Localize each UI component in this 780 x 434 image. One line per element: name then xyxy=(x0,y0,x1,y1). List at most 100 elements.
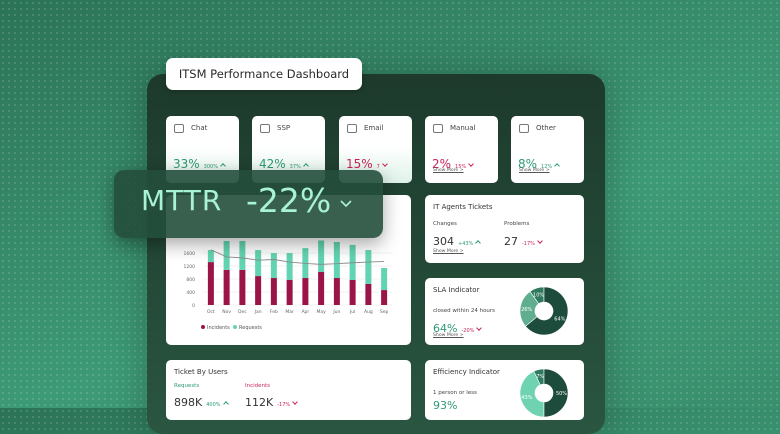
x-tick-label: Oct xyxy=(207,309,215,315)
channel-label: Other xyxy=(536,124,556,132)
x-tick-label: Aug xyxy=(364,309,373,315)
bar-segment xyxy=(207,250,214,263)
value: 2% xyxy=(432,157,452,171)
show-more[interactable]: Show More > xyxy=(433,168,464,173)
show-more[interactable]: Show More > xyxy=(433,249,464,254)
channel-icon xyxy=(260,124,270,133)
bar-segment xyxy=(365,250,372,284)
chevron-icon xyxy=(340,200,352,208)
trend-arrow xyxy=(554,163,561,169)
y-tick-label: 400 xyxy=(186,290,195,296)
value: 93% xyxy=(433,399,458,412)
item-label: Changes xyxy=(433,221,457,227)
bar-segment xyxy=(286,253,293,280)
y-tick-label: 1200 xyxy=(184,264,196,270)
x-tick-label: May xyxy=(316,309,326,315)
channel-icon xyxy=(347,124,357,133)
channel-card: Other 8% 12% Show More > xyxy=(511,116,584,183)
bar-segment xyxy=(223,240,230,270)
delta: 12% xyxy=(541,164,553,170)
sla-card: SLA Indicator closed within 24 hours 64% -2… xyxy=(425,278,584,345)
bar-segment xyxy=(239,269,246,305)
trend-arrow xyxy=(302,163,309,169)
bar-segment xyxy=(255,276,262,305)
mttr-label: MTTR xyxy=(141,184,223,217)
value-row: 112K -17% xyxy=(245,391,298,410)
value: 304 xyxy=(433,235,454,248)
card-title: Efficiency Indicator xyxy=(433,368,500,376)
x-tick-label: Jan xyxy=(254,309,262,315)
value-row: 15% 7 xyxy=(346,153,388,172)
card-title: Ticket By Users xyxy=(174,368,228,376)
card-title: SLA Indicator xyxy=(433,286,480,294)
value-row: 898K 400% xyxy=(174,391,229,410)
channel-icon xyxy=(433,124,443,133)
value: 8% xyxy=(518,157,538,171)
mttr-value: -22% xyxy=(246,181,332,220)
bar-segment xyxy=(270,278,277,305)
legend-label: Incidents xyxy=(207,325,230,331)
trend-arrow xyxy=(475,240,482,246)
x-tick-label: Apr xyxy=(301,309,309,315)
it-agents-card: IT Agents Tickets Changes 304 +43% Problems 2… xyxy=(425,195,584,263)
value: 15% xyxy=(346,157,373,171)
item-label: Problems xyxy=(504,221,530,227)
value-row: 33% 300% xyxy=(173,153,226,172)
slice-label: 26% xyxy=(521,307,532,313)
chart: 7% 43% 50% xyxy=(519,368,569,418)
x-tick-label: Dec xyxy=(238,309,247,315)
show-more[interactable]: Show More > xyxy=(519,168,550,173)
legend-marker xyxy=(201,325,205,329)
value-row: 2% 15% xyxy=(432,153,475,172)
bar-segment xyxy=(302,278,309,305)
trend-arrow xyxy=(292,399,298,405)
trend-arrow xyxy=(468,161,475,167)
bar-segment xyxy=(239,240,246,270)
x-tick-label: Jul xyxy=(349,309,355,315)
channel-label: SSP xyxy=(277,124,291,132)
bar-segment xyxy=(349,279,356,305)
bar-segment xyxy=(286,279,293,305)
bar-segment xyxy=(223,269,230,305)
chart: 10% 26% 64% xyxy=(519,286,569,336)
bar-segment xyxy=(270,253,277,279)
delta: -17% xyxy=(277,402,291,408)
channel-icon xyxy=(174,124,184,133)
mttr-badge: MTTR -22% xyxy=(114,170,383,238)
x-tick-label: Mar xyxy=(285,309,294,315)
value: 898K xyxy=(174,396,203,409)
value: 33% xyxy=(173,157,200,171)
y-tick-label: 1600 xyxy=(184,251,196,257)
trend-arrow xyxy=(476,325,483,331)
trend-line xyxy=(210,249,385,265)
value-row: 27 -17% xyxy=(504,230,543,249)
efficiency-label: 1 person or less xyxy=(433,390,477,396)
x-tick-label: Nov xyxy=(222,309,231,315)
channel-label: Email xyxy=(364,124,384,132)
channel-icon xyxy=(519,124,529,133)
value: 64% xyxy=(433,322,458,335)
value: 112K xyxy=(245,396,274,409)
efficiency-card: Efficiency Indicator 1 person or less 93% 7… xyxy=(425,360,584,420)
delta: -20% xyxy=(461,328,475,334)
legend-label: Requests xyxy=(239,325,262,331)
delta: 37% xyxy=(289,164,301,170)
delta: 300% xyxy=(203,164,218,170)
value-row: 304 +43% xyxy=(433,230,482,249)
bar-segment xyxy=(318,272,325,305)
slice-label: 10% xyxy=(533,292,544,298)
delta: +43% xyxy=(458,241,474,247)
delta: 400% xyxy=(206,402,221,408)
slice-label: 43% xyxy=(521,395,532,401)
value-row: 8% 12% xyxy=(518,153,561,172)
show-more[interactable]: Show More > xyxy=(433,333,464,338)
value-row: 42% 37% xyxy=(259,153,309,172)
trend-arrow xyxy=(537,238,543,244)
bar-segment xyxy=(381,290,388,305)
x-tick-label: Jun xyxy=(332,309,340,315)
x-tick-label: Feb xyxy=(270,309,278,315)
value: 42% xyxy=(259,157,286,171)
item-label: Requests xyxy=(174,383,200,389)
bar-segment xyxy=(333,241,340,279)
